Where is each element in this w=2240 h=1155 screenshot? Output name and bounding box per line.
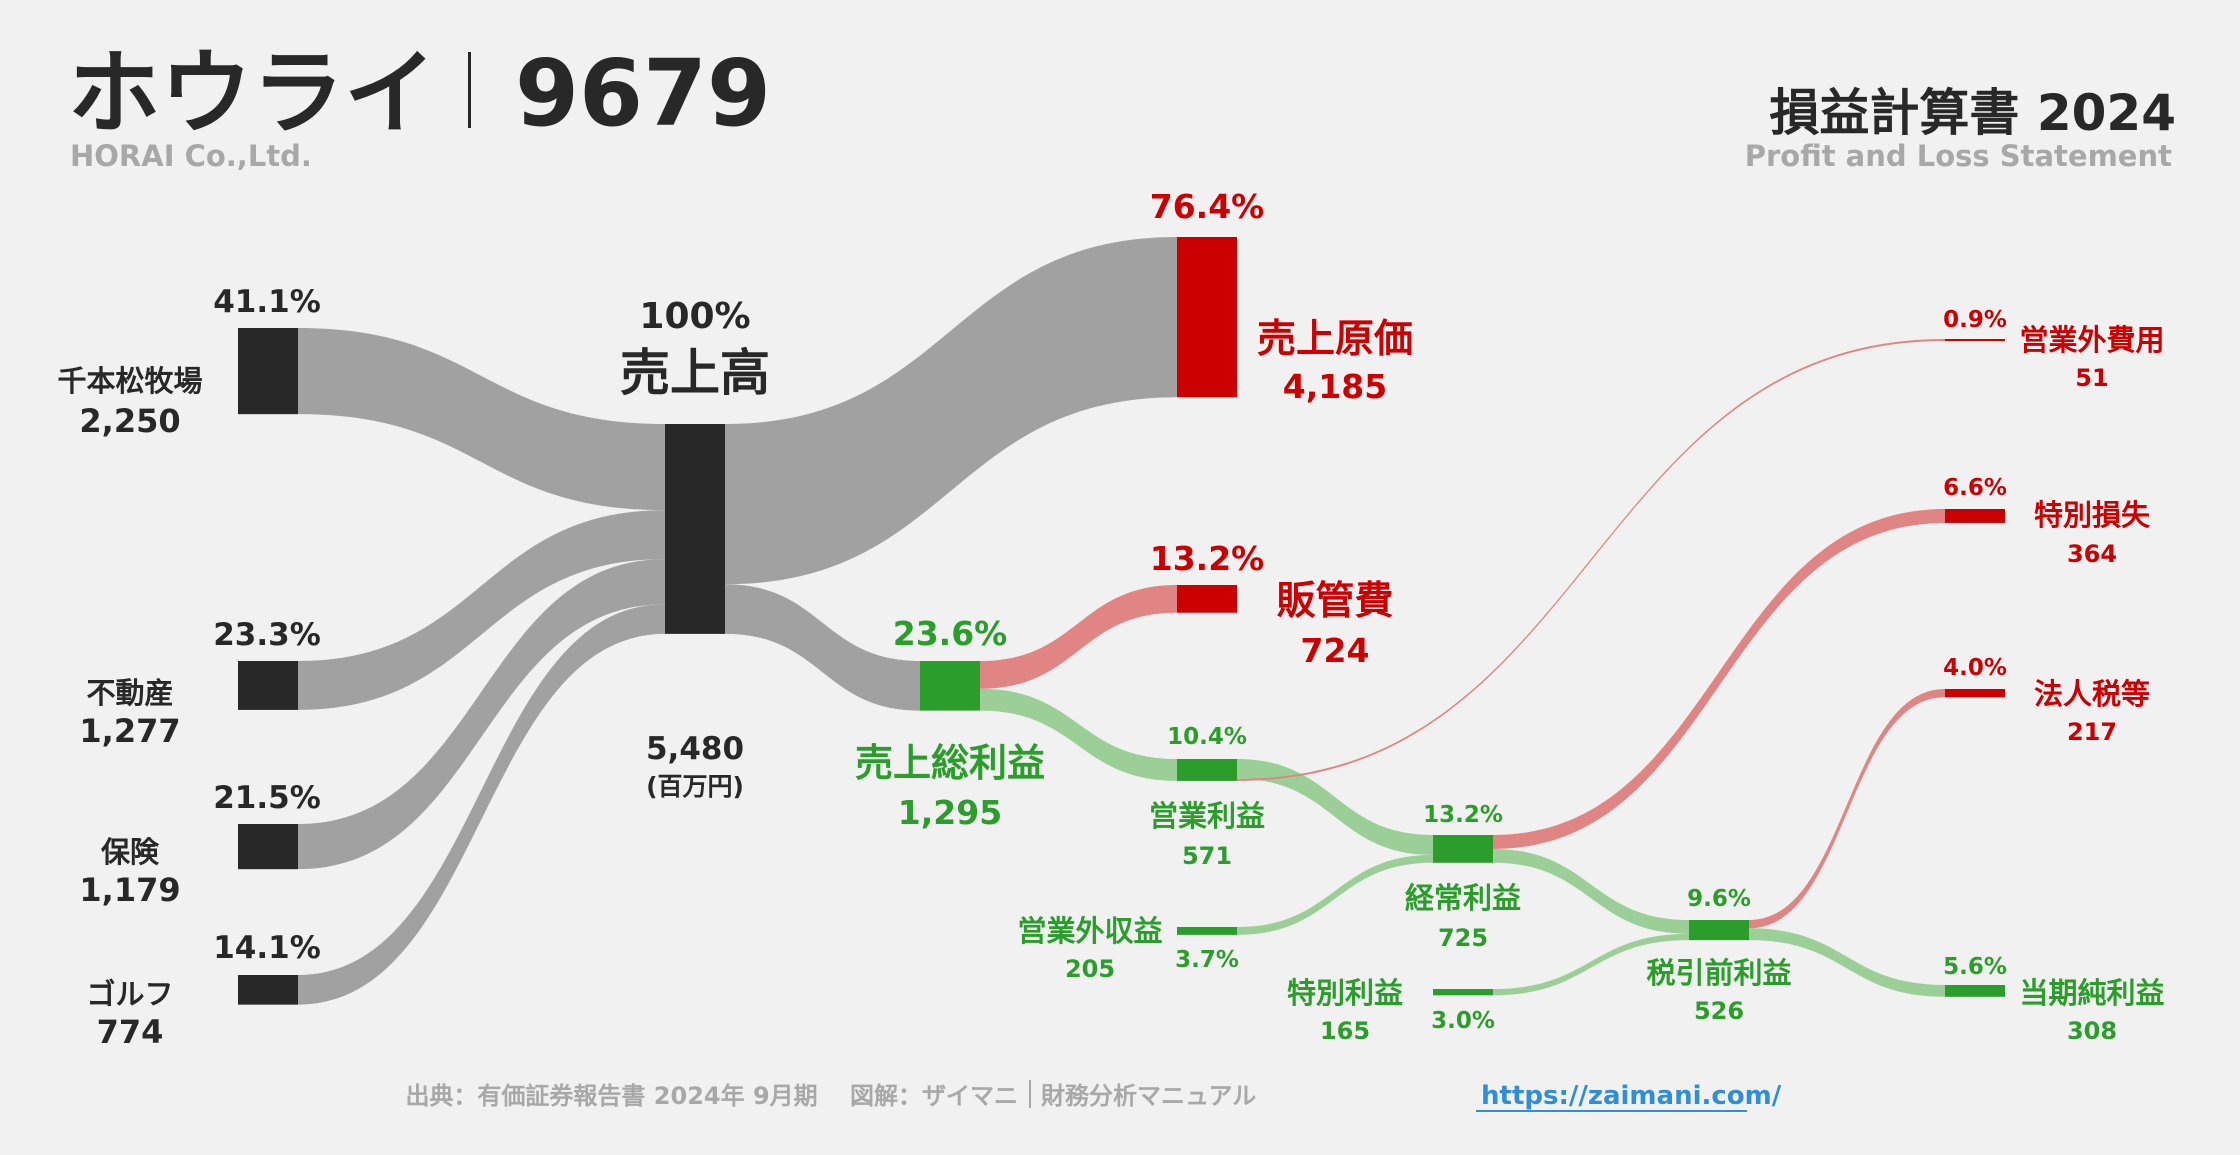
flow-ordinary-to-pretax [1493,848,1689,934]
node-tax [1945,689,2005,698]
sga-label: 販管費 [1276,579,1393,624]
sga-pct: 13.2% [1150,539,1265,578]
flow-opinc-to-ordinary [1237,759,1433,855]
cogs-pct: 76.4% [1150,187,1265,226]
node-extra_loss [1945,509,2005,523]
revenue-label: 売上高 [620,344,770,402]
nonop-exp-value: 51 [2075,364,2108,392]
node-revenue [665,424,725,634]
opinc-pct: 10.4% [1167,724,1247,750]
flow-pretax-to-net [1749,928,1945,997]
seg1-label: 千本松牧場 [57,364,202,398]
pretax-pct: 9.6% [1687,886,1751,912]
node-seg1 [238,328,298,415]
flow-pretax-to-tax [1749,689,1945,929]
ticker-code: 9679 [515,40,771,147]
seg1-value: 2,250 [79,402,180,440]
seg3-pct: 21.5% [213,780,321,816]
extra-loss-pct: 6.6% [1943,475,2007,501]
node-gross [920,661,980,711]
opinc-value: 571 [1182,842,1232,870]
nonop-exp-pct: 0.9% [1943,307,2007,333]
seg2-pct: 23.3% [213,617,321,653]
cogs-value: 4,185 [1283,367,1387,406]
flow-seg4-to-revenue [298,604,665,1005]
pretax-value: 526 [1694,997,1744,1025]
footer-link-underline [1476,1110,1747,1112]
node-seg4 [238,975,298,1005]
gross-pct: 23.6% [893,614,1008,653]
node-nonop_inc [1177,927,1237,935]
sga-value: 724 [1301,631,1370,670]
unit-label: (百万円) [646,772,744,801]
sankey-flows [298,237,1945,1005]
node-pretax [1689,920,1749,941]
sankey-nodes [238,237,2005,1005]
node-nonop_exp [1945,339,2005,341]
extra-gain-value: 165 [1320,1017,1370,1045]
seg4-value: 774 [97,1013,164,1051]
flow-seg1-to-revenue [298,328,665,511]
node-cogs [1177,237,1237,398]
pretax-label: 税引前利益 [1646,956,1791,990]
title-divider [468,52,471,128]
statement-title-en: Profit and Loss Statement [1745,139,2172,173]
flow-seg3-to-revenue [298,559,665,870]
extra-loss-value: 364 [2067,540,2117,568]
revenue-value: 5,480 [646,731,744,767]
footer-link[interactable]: https://zaimani.com/ [1481,1081,1782,1111]
ordinary-value: 725 [1438,924,1488,952]
flow-revenue-to-gross [725,584,920,711]
flow-gross-to-sga [980,585,1177,689]
nonop-inc-value: 205 [1065,955,1115,983]
company-name-en: HORAI Co.,Ltd. [70,139,312,173]
footer-source: 出典：有価証券報告書 2024年 9月期 図解：ザイマニ [405,1082,1018,1110]
tax-value: 217 [2067,718,2117,746]
flow-gross-to-opinc [980,688,1177,781]
flow-nonop_inc-to-ordinary [1237,854,1433,935]
node-seg2 [238,661,298,710]
revenue-pct: 100% [639,296,750,337]
net-value: 308 [2067,1017,2117,1045]
extra-gain-pct: 3.0% [1431,1008,1495,1034]
tax-pct: 4.0% [1943,655,2007,681]
gross-value: 1,295 [898,793,1002,832]
flow-revenue-to-cogs [725,237,1177,585]
node-opinc [1177,759,1237,781]
ordinary-label: 経常利益 [1405,881,1521,915]
gross-label: 売上総利益 [855,741,1045,785]
company-name: ホウライ [68,40,436,147]
statement-title: 損益計算書 2024 [1769,84,2176,142]
node-seg3 [238,824,298,870]
seg3-label: 保険 [100,835,160,869]
nonop-inc-label: 営業外収益 [1017,914,1162,948]
seg3-value: 1,179 [79,871,180,909]
node-sga [1177,585,1237,613]
ordinary-pct: 13.2% [1423,802,1503,828]
flow-extra_gain-to-pretax [1493,933,1689,996]
footer-divider [1029,1080,1031,1108]
footer-brand: 財務分析マニュアル [1041,1082,1256,1110]
node-net [1945,985,2005,997]
seg4-label: ゴルフ [86,977,173,1011]
nonop-inc-pct: 3.7% [1175,947,1239,973]
cogs-label: 売上原価 [1257,317,1413,362]
flow-seg2-to-revenue [298,510,665,710]
node-extra_gain [1433,989,1493,996]
seg1-pct: 41.1% [213,284,321,320]
seg2-value: 1,277 [79,712,180,750]
nonop-exp-label: 営業外費用 [2019,323,2164,357]
extra-loss-label: 特別損失 [2034,498,2151,532]
flow-opinc-to-nonop_exp [1237,339,1945,781]
opinc-label: 営業利益 [1149,799,1265,833]
net-label: 当期純利益 [2019,976,2164,1010]
tax-label: 法人税等 [2034,677,2150,711]
flow-ordinary-to-extra_loss [1493,509,1945,849]
seg2-label: 不動産 [86,676,173,710]
extra-gain-label: 特別利益 [1287,976,1403,1010]
seg4-pct: 14.1% [213,930,321,966]
node-ordinary [1433,835,1493,863]
net-pct: 5.6% [1943,954,2007,980]
